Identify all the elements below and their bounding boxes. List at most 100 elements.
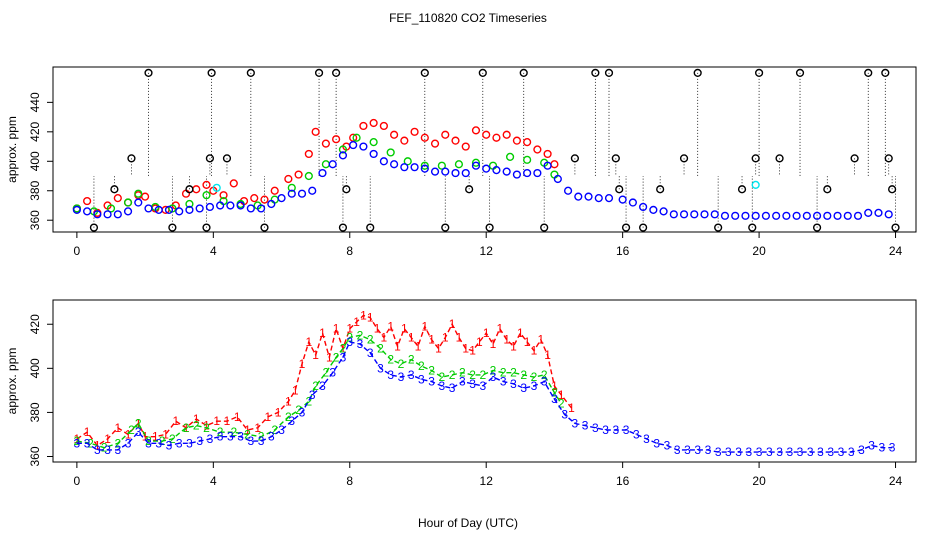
series-3-marker: 3 (247, 434, 254, 448)
blue-point (359, 142, 368, 151)
red-point (461, 142, 470, 151)
series-1-marker: 1 (456, 330, 463, 344)
series-2-marker: 2 (439, 370, 446, 384)
series-2-marker: 2 (230, 425, 237, 439)
series-1-marker: 1 (353, 315, 360, 329)
green-point (352, 133, 361, 142)
series-3-marker: 3 (125, 436, 132, 450)
black-point (714, 223, 723, 232)
black-point (441, 223, 450, 232)
series-1-marker: 1 (183, 421, 190, 435)
blue-point (482, 164, 491, 173)
series-1-marker: 1 (551, 379, 558, 393)
red-point (140, 192, 150, 201)
x-tick-label: 4 (210, 244, 217, 258)
series-3-marker: 3 (469, 377, 476, 391)
x-tick-label: 0 (74, 474, 81, 488)
blue-point (369, 149, 378, 159)
black-point (615, 185, 624, 194)
series-1-marker: 1 (381, 330, 388, 344)
blue-point (523, 168, 532, 178)
black-point (891, 223, 900, 232)
series-2-marker: 2 (258, 430, 265, 444)
x-axis-label: Hour of Day (UTC) (418, 516, 518, 530)
series-3-marker: 3 (439, 379, 446, 393)
blue-point (823, 211, 832, 220)
series-2-marker: 2 (531, 370, 538, 384)
black-point (144, 68, 153, 77)
series-2-marker: 2 (340, 341, 347, 355)
blue-point (574, 192, 583, 201)
series-3-marker: 3 (418, 372, 425, 386)
blue-point (812, 211, 822, 220)
blue-point (205, 202, 215, 212)
series-3-marker: 3 (217, 430, 224, 444)
blue-point (843, 211, 852, 220)
black-point (127, 154, 136, 163)
red-point (471, 126, 481, 135)
blue-point (471, 161, 481, 170)
green-point (185, 199, 194, 209)
series-2-marker: 2 (183, 421, 190, 435)
blue-point (563, 186, 573, 195)
green-point (287, 183, 296, 192)
series-3-marker: 3 (664, 438, 671, 452)
series-3-marker: 3 (299, 405, 306, 419)
blue-point (318, 168, 327, 178)
red-point (304, 149, 313, 159)
series-2-marker: 2 (357, 328, 364, 342)
series-3-marker: 3 (319, 379, 326, 393)
series-3-marker: 3 (797, 445, 804, 459)
series-1-marker: 1 (203, 419, 210, 433)
blue-point (328, 160, 337, 169)
red-point (543, 149, 552, 159)
x-tick-label: 20 (752, 244, 766, 258)
series-2-marker: 2 (541, 368, 548, 382)
series-2-marker: 2 (203, 421, 210, 435)
series-2-marker: 2 (510, 366, 517, 380)
black-point (823, 185, 832, 194)
series-3-marker: 3 (541, 375, 548, 389)
black-point (540, 223, 549, 232)
black-point (332, 68, 341, 77)
green-point (403, 157, 412, 166)
series-3-marker: 3 (807, 445, 814, 459)
series-3-marker: 3 (868, 438, 875, 452)
series-1-marker: 1 (517, 326, 524, 340)
black-point (881, 68, 890, 77)
series-2-marker: 2 (114, 436, 121, 450)
blue-point (338, 151, 348, 160)
series-2-marker: 2 (377, 341, 384, 355)
red-point (400, 136, 409, 145)
blue-point (584, 192, 593, 201)
series-3-marker: 3 (74, 436, 81, 450)
blue-point (710, 210, 719, 219)
red-point (492, 133, 501, 142)
series-1-marker: 1 (421, 319, 428, 333)
x-tick-label: 24 (889, 244, 903, 258)
series-3-marker: 3 (340, 350, 347, 364)
series-3-marker: 3 (459, 375, 466, 389)
series-3-marker: 3 (848, 445, 855, 459)
x-tick-label: 16 (616, 474, 630, 488)
series-1-marker: 1 (142, 430, 149, 444)
blue-point (175, 207, 184, 216)
series-3-marker: 3 (612, 423, 619, 437)
blue-point (154, 205, 163, 215)
red-point (294, 170, 303, 179)
series-3-marker: 3 (715, 445, 722, 459)
black-point (884, 154, 893, 163)
x-tick-label: 20 (752, 474, 766, 488)
green-point (106, 204, 116, 213)
series-3-marker: 3 (838, 445, 845, 459)
series-3-marker: 3 (817, 445, 824, 459)
blue-point (400, 163, 409, 172)
series-1-marker: 1 (135, 416, 142, 430)
blue-point (731, 211, 740, 220)
black-point (314, 68, 324, 77)
series-1-marker: 1 (213, 414, 220, 428)
series-1-marker: 1 (172, 414, 179, 428)
blue-point (103, 210, 112, 219)
series-2-marker: 2 (418, 359, 425, 373)
black-point (611, 154, 620, 163)
